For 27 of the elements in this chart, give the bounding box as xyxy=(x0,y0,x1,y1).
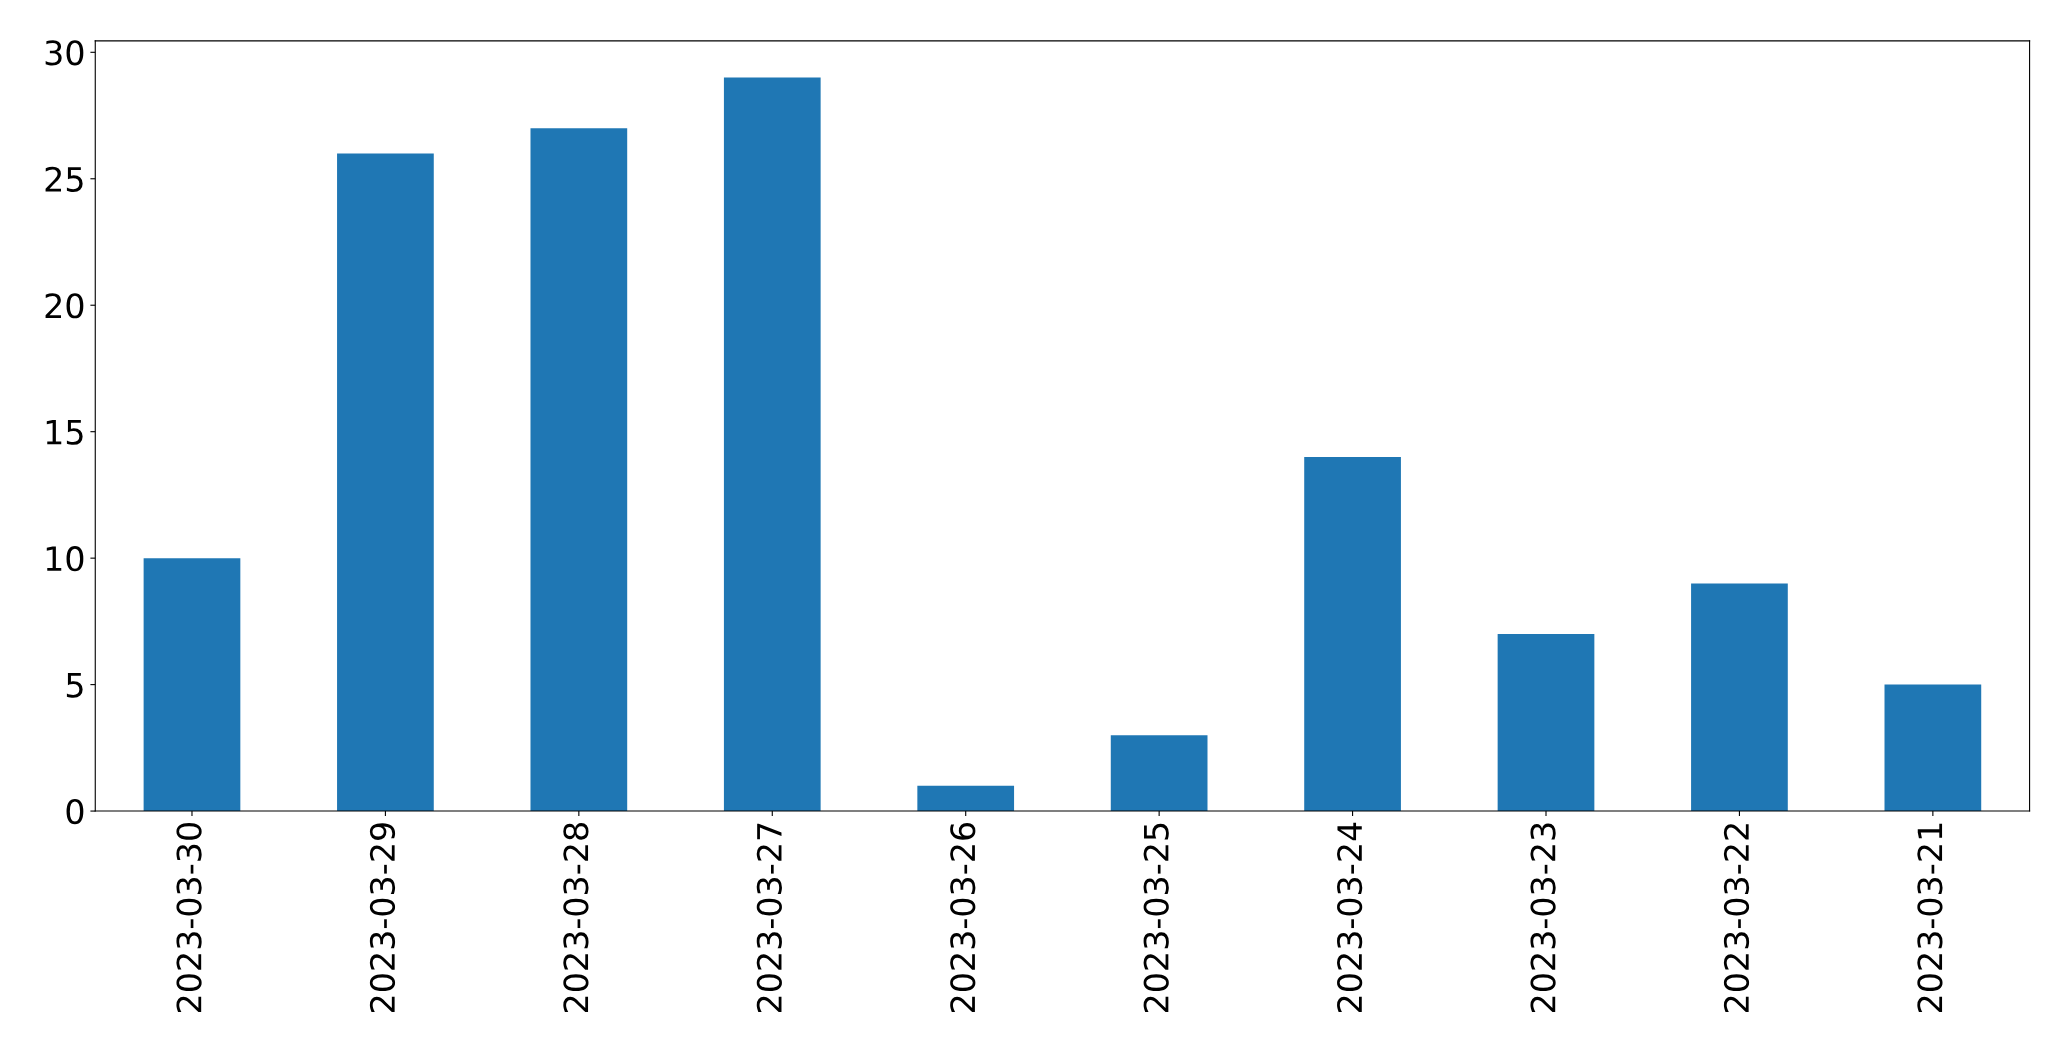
x-tick-label: 2023-03-22 xyxy=(1723,824,1750,1013)
bar xyxy=(530,128,628,812)
y-tick-label: 0 xyxy=(66,798,84,825)
x-tick-label: 2023-03-27 xyxy=(756,823,782,1013)
x-tick-label: 2023-03-29 xyxy=(369,823,396,1013)
x-tick-label: 2023-03-25 xyxy=(1143,823,1169,1013)
bar xyxy=(1497,634,1595,812)
x-tick-label: 2023-03-28 xyxy=(563,823,589,1013)
y-tick-label: 15 xyxy=(46,420,83,445)
x-tick-label: 2023-03-23 xyxy=(1530,823,1556,1013)
bar xyxy=(917,785,1015,812)
bar xyxy=(1691,583,1788,812)
x-tick-label: 2023-03-26 xyxy=(950,822,976,1013)
bar xyxy=(723,77,821,812)
bar xyxy=(1110,735,1208,812)
bar xyxy=(337,153,434,812)
y-tick-label: 25 xyxy=(45,166,83,192)
bar xyxy=(1884,684,1982,812)
y-tick-label: 5 xyxy=(66,672,83,698)
y-tick-label: 20 xyxy=(45,293,84,319)
x-tick-label: 2023-03-21 xyxy=(1917,823,1943,1013)
bar xyxy=(1304,456,1401,812)
bar xyxy=(143,558,241,812)
y-tick-label: 10 xyxy=(46,546,84,572)
x-tick-label: 2023-03-30 xyxy=(176,823,202,1013)
y-tick-label: 30 xyxy=(45,40,84,66)
x-tick-label: 2023-03-24 xyxy=(1337,822,1363,1013)
